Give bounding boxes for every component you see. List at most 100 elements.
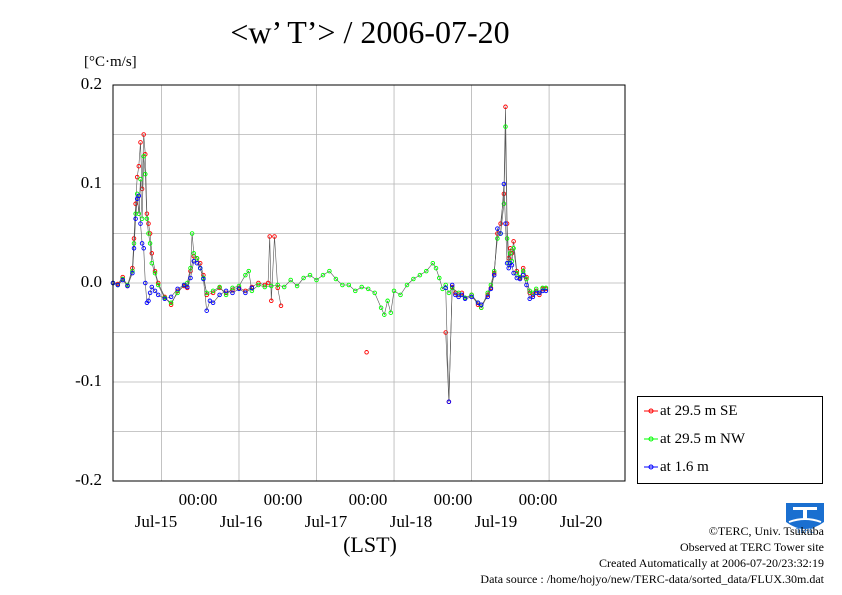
data-point [524, 282, 529, 288]
data-point [134, 174, 140, 180]
data-point [479, 302, 484, 308]
data-point [382, 312, 387, 317]
data-point [155, 282, 161, 288]
data-point [191, 251, 197, 256]
data-point [217, 292, 222, 298]
data-point [152, 270, 158, 276]
data-point [430, 260, 436, 266]
x-tick-date-label: Jul-20 [559, 512, 603, 531]
data-point [506, 265, 511, 271]
data-point [509, 262, 515, 268]
data-point [424, 268, 429, 274]
legend-label: at 29.5 m SE [660, 403, 738, 419]
data-point [265, 280, 271, 286]
data-point [443, 282, 448, 288]
data-point [125, 283, 130, 289]
data-point [120, 277, 125, 283]
data-point [138, 176, 143, 182]
data-point [443, 330, 448, 335]
data-point [146, 221, 151, 226]
data-point [411, 276, 416, 282]
data-point [138, 221, 143, 226]
data-point [144, 216, 150, 221]
data-point [223, 288, 229, 294]
data-point [504, 236, 510, 241]
data-point [168, 294, 174, 300]
data-point [388, 310, 394, 315]
data-point [197, 265, 203, 271]
data-point [530, 294, 536, 300]
data-point [272, 234, 277, 239]
data-point [495, 226, 500, 231]
data-point [372, 290, 377, 296]
data-point [139, 241, 145, 246]
data-point [543, 288, 549, 294]
data-point [149, 284, 155, 290]
data-point [133, 201, 138, 207]
data-point [364, 350, 369, 355]
svg-text:TERC: TERC [795, 527, 814, 535]
data-point [130, 270, 135, 276]
data-point [359, 284, 364, 290]
data-point [503, 221, 508, 226]
series-layer [110, 104, 549, 405]
data-point [210, 300, 216, 306]
data-point [301, 275, 306, 281]
data-point [346, 282, 352, 288]
legend-marker-blue [644, 464, 658, 470]
data-point [189, 231, 195, 236]
x-tick-time-label: 00:00 [348, 490, 388, 509]
data-point [353, 288, 358, 294]
data-point [517, 276, 523, 282]
data-point [267, 234, 272, 239]
x-tick-date-label: Jul-18 [389, 512, 433, 531]
data-point [236, 286, 242, 292]
legend-marker-green [644, 436, 658, 442]
data-point [249, 288, 255, 294]
terc-logo-icon: TERC [786, 503, 824, 535]
x-tick-date-label: Jul-15 [134, 512, 178, 531]
x-tick-time-label: 00:00 [178, 490, 218, 509]
data-point [503, 124, 508, 129]
data-point [307, 272, 313, 278]
data-point [185, 284, 190, 290]
series-line [112, 106, 546, 402]
series-line [112, 183, 546, 402]
data-point [511, 270, 516, 276]
legend-marker-red [644, 408, 658, 414]
data-point [136, 163, 142, 169]
legend: at 29.5 m SE at 29.5 m NW at 1.6 m [637, 396, 823, 484]
data-point [136, 193, 142, 199]
y-axis-unit-label: [°C·m/s] [84, 54, 137, 70]
data-point [327, 268, 332, 274]
data-point [446, 399, 452, 405]
data-point [511, 246, 516, 251]
data-point [146, 231, 151, 236]
data-point [501, 181, 507, 187]
legend-item: at 29.5 m NW [638, 429, 822, 449]
data-point [475, 300, 481, 306]
data-point [294, 283, 300, 289]
data-point [256, 282, 261, 288]
data-point [194, 256, 200, 261]
footer-copyright: ©TERC, Univ. Tsukuba [708, 524, 824, 538]
x-tick-date-label: Jul-17 [304, 512, 348, 531]
data-point [520, 272, 526, 278]
data-point [469, 294, 474, 300]
legend-label: at 1.6 m [660, 459, 709, 475]
footer-source: Data source : /home/hojyo/new/TERC-data/… [480, 572, 824, 586]
data-point [385, 298, 390, 304]
data-point [511, 239, 516, 244]
y-tick-label: -0.1 [75, 371, 102, 390]
data-point [204, 308, 209, 313]
data-point [147, 241, 153, 246]
data-point [281, 284, 287, 290]
series-3 [110, 181, 549, 405]
data-point [269, 298, 274, 304]
data-point [462, 296, 468, 302]
data-point [278, 303, 284, 309]
data-point [446, 290, 452, 296]
x-tick-time-label: 00:00 [263, 490, 303, 509]
data-point [181, 282, 187, 288]
